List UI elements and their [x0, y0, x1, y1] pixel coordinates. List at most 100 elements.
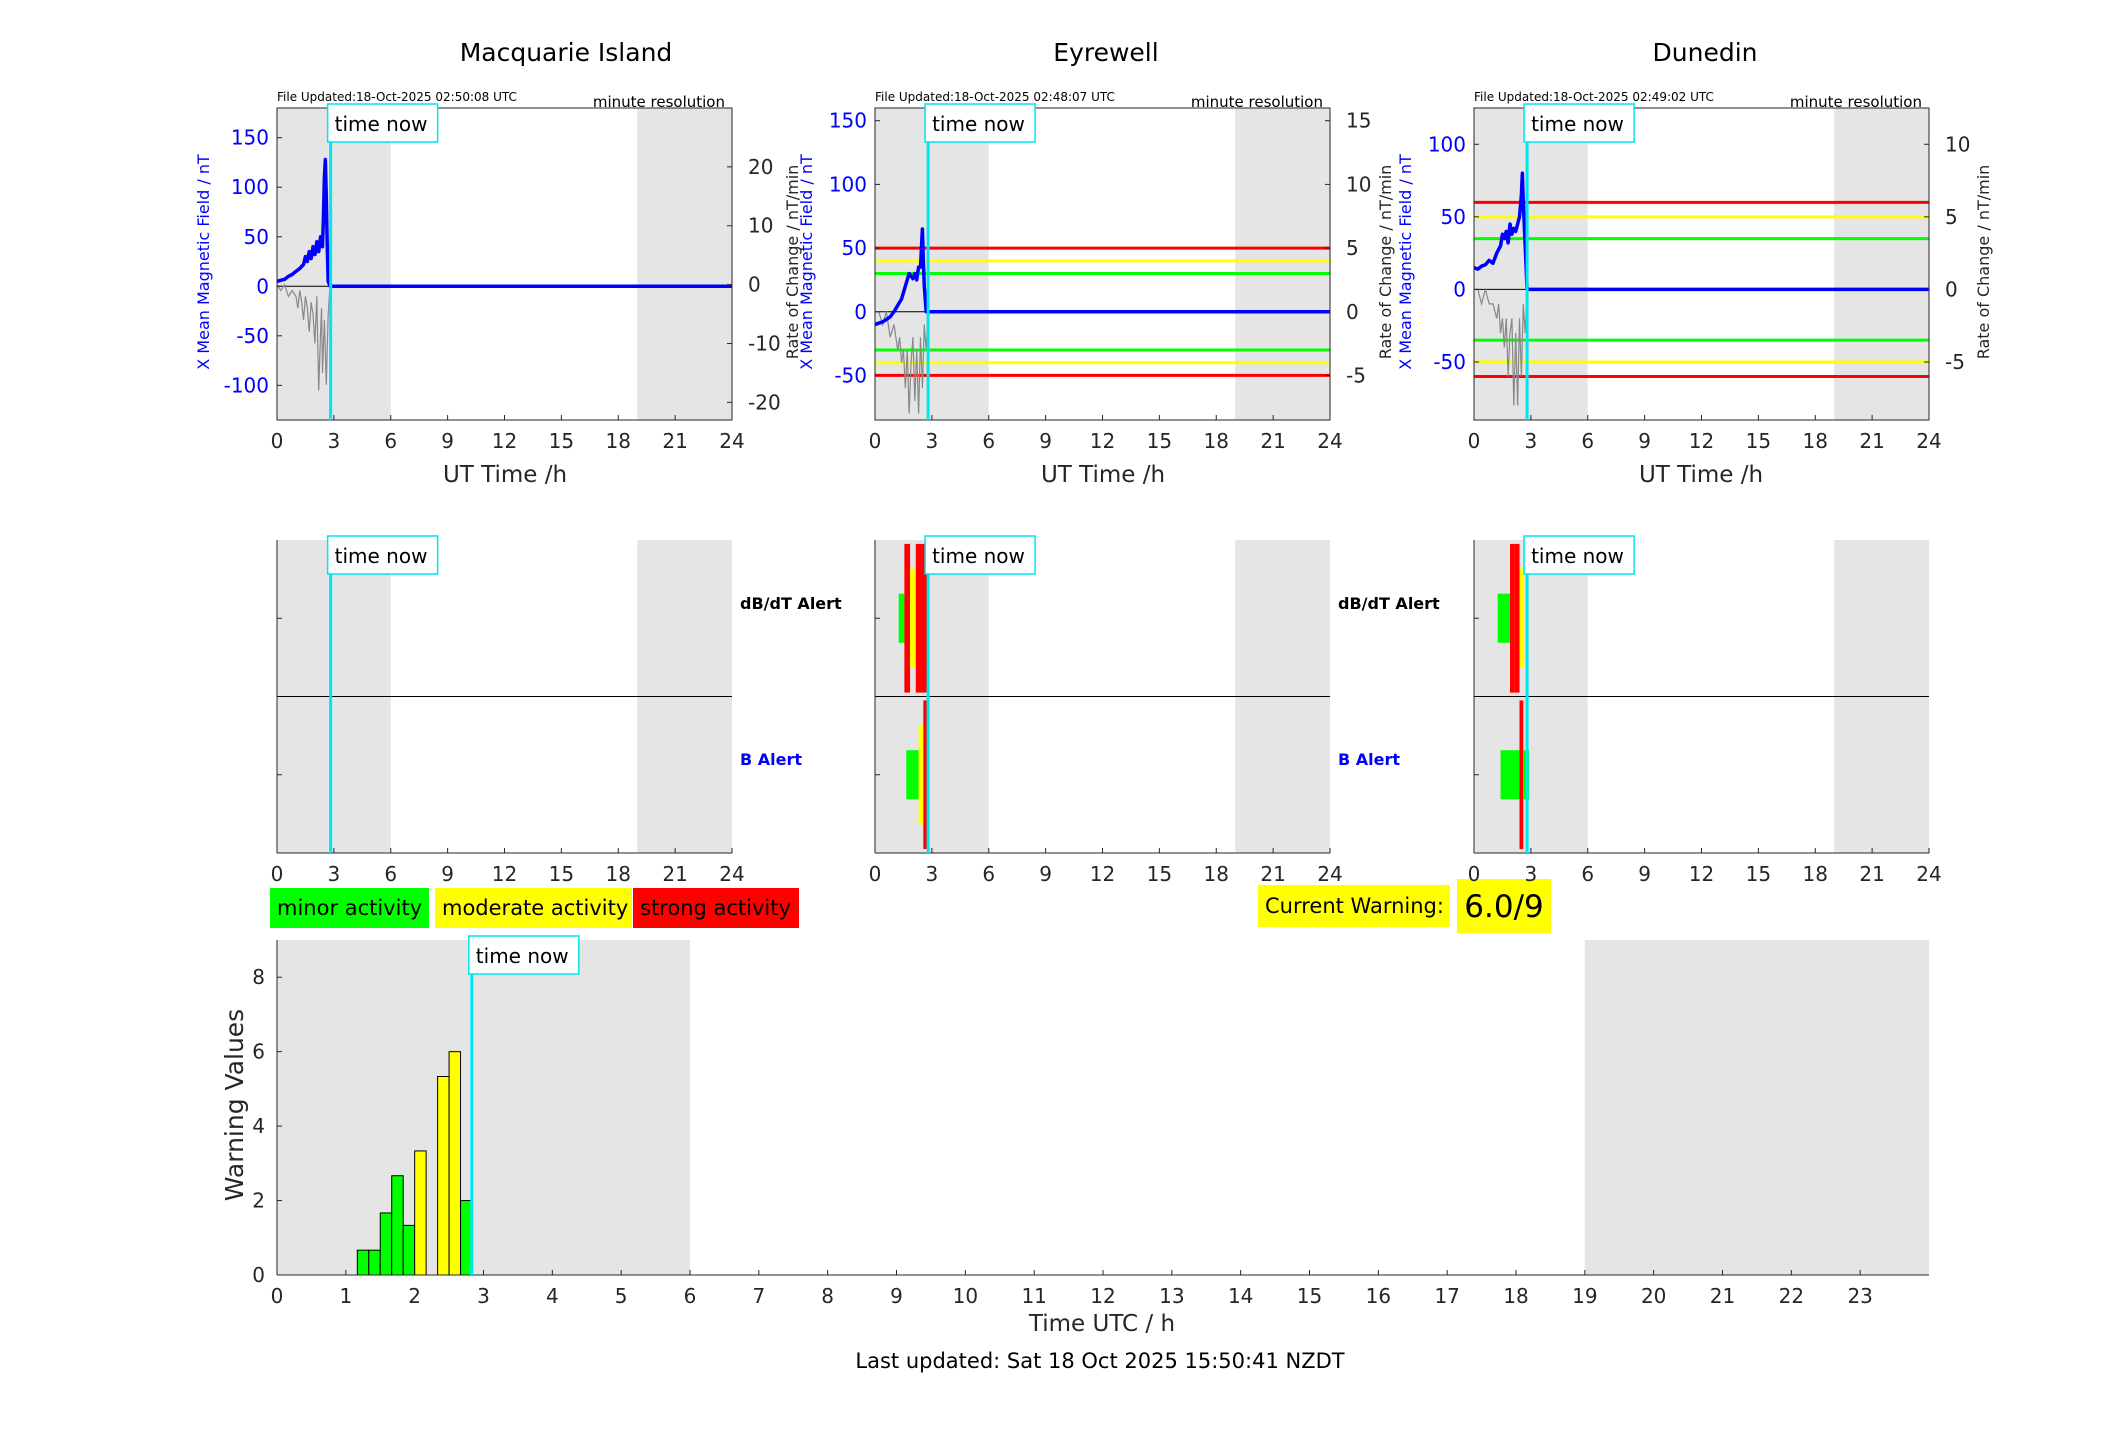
- alert-dunedin-dbdt-alert-bar: [1510, 543, 1515, 693]
- top-eyrewell-ytick-right-label: -5: [1346, 363, 1366, 387]
- top-eyrewell-ytick-label: 150: [829, 109, 867, 133]
- alert-eyrewell-time-now-box: [924, 535, 1036, 575]
- xlabel-eyrewell: UT Time /h: [1041, 462, 1165, 488]
- legend-strong-label: strong activity: [640, 896, 791, 920]
- top-dunedin-ytick-right-label: -5: [1945, 350, 1965, 374]
- warning-chart-bar: [402, 1224, 416, 1276]
- file-updated-macquarie: File Updated:18-Oct-2025 02:50:08 UTC: [277, 90, 517, 104]
- alert-eyrewell-b-alert-bar: [906, 750, 913, 800]
- top-dunedin-time-now-label: time now: [1531, 112, 1624, 136]
- alert-eyrewell-time-now-label: time now: [932, 544, 1025, 568]
- last-updated: Last updated: Sat 18 Oct 2025 15:50:41 N…: [855, 1349, 1344, 1373]
- top-macquarie-ytick-right-label: 0: [748, 273, 761, 297]
- top-dunedin-time-now-box: [1523, 103, 1635, 143]
- top-eyrewell-field-line: [874, 227, 1330, 327]
- alert-eyrewell-xtick-label: 9: [1039, 862, 1052, 886]
- warning-chart-bar: [414, 1150, 427, 1276]
- xlabel-macquarie: UT Time /h: [443, 462, 567, 488]
- alert-eyrewell-xtick-label: 6: [982, 862, 995, 886]
- alert-eyrewell-xtick-label: 0: [869, 862, 882, 886]
- warning-chart-bar: [448, 1051, 462, 1276]
- warning-chart-xtick-label: 17: [1434, 1284, 1459, 1308]
- current-warning: Current Warning: 6.0/9: [1258, 879, 1551, 933]
- file-updated-dunedin: File Updated:18-Oct-2025 02:49:02 UTC: [1474, 90, 1714, 104]
- top-eyrewell-ytick-right-label: 5: [1346, 236, 1359, 260]
- dbdt-alert-label-dunedin: dB/dT Alert: [1338, 594, 1440, 613]
- top-macquarie-xtick-label: 9: [441, 429, 454, 453]
- current-warning-value-box: [1457, 879, 1551, 933]
- top-dunedin-xtick-label: 9: [1638, 429, 1651, 453]
- bottom-xlabel: Time UTC / h: [1028, 1311, 1175, 1337]
- ylabel-left-macquarie: X Mean Magnetic Field / nT: [194, 154, 213, 370]
- alert-dunedin-panel: 0 3 6 9 12 15 18 21 24 time now: [1468, 535, 1942, 886]
- alert-eyrewell-panel: 0 3 6 9 12 15 18 21 24 time now: [869, 535, 1343, 886]
- alert-macquarie-xtick-label: 15: [549, 862, 574, 886]
- top-macquarie-time-now-label: time now: [335, 112, 428, 136]
- warning-chart-ytick-label: 0: [252, 1263, 265, 1287]
- top-eyrewell-xtick-label: 0: [869, 429, 882, 453]
- alert-eyrewell-xtick-label: 21: [1260, 862, 1285, 886]
- alert-eyrewell-dbdt-alert-bar: [910, 568, 916, 669]
- warning-chart-xtick-label: 12: [1090, 1284, 1115, 1308]
- warning-chart-xtick-label: 8: [821, 1284, 834, 1308]
- top-dunedin-night-band-1: [1834, 108, 1929, 420]
- warning-chart-bar: [391, 1175, 404, 1276]
- alert-eyrewell-xtick-label: 15: [1147, 862, 1172, 886]
- dbdt-alert-label-macquarie: dB/dT Alert: [740, 594, 842, 613]
- top-macquarie-xtick-label: 21: [662, 429, 687, 453]
- resolution-eyrewell: minute resolution: [1191, 93, 1323, 111]
- legend-moderate-label: moderate activity: [442, 896, 628, 920]
- warning-chart-xtick-label: 7: [752, 1284, 765, 1308]
- alert-dunedin-xtick-label: 9: [1638, 862, 1651, 886]
- alert-eyrewell-dbdt-alert-bar: [921, 543, 928, 693]
- b-alert-label-macquarie: B Alert: [740, 750, 802, 769]
- alert-eyrewell-dbdt-alert-bar: [904, 543, 911, 693]
- file-updated-eyrewell: File Updated:18-Oct-2025 02:48:07 UTC: [875, 90, 1115, 104]
- top-eyrewell-ytick-label: -50: [834, 363, 867, 387]
- top-macquarie-ytick-label: 0: [256, 274, 269, 298]
- alert-macquarie-time-now-box: [326, 535, 439, 575]
- top-eyrewell-xtick-label: 15: [1147, 429, 1172, 453]
- warning-chart-xtick-label: 21: [1710, 1284, 1735, 1308]
- top-dunedin-xtick-label: 21: [1859, 429, 1884, 453]
- legend-moderate-swatch: [435, 888, 632, 928]
- top-macquarie-rate-of-change-line: [276, 283, 331, 391]
- alert-dunedin-dbdt-alert-bar: [1519, 568, 1525, 669]
- top-macquarie-ytick-label: 50: [244, 225, 269, 249]
- alert-eyrewell-xtick-label: 12: [1090, 862, 1115, 886]
- top-dunedin-xtick-label: 18: [1803, 429, 1828, 453]
- alert-macquarie-xtick-label: 6: [384, 862, 397, 886]
- legend-strong-swatch: [633, 888, 799, 928]
- top-eyrewell-ytick-right-label: 0: [1346, 300, 1359, 324]
- warning-chart-xtick-label: 4: [546, 1284, 559, 1308]
- alert-macquarie-xtick-label: 21: [662, 862, 687, 886]
- warning-chart-xtick-label: 14: [1228, 1284, 1253, 1308]
- top-dunedin-xtick-label: 3: [1525, 429, 1538, 453]
- alert-dunedin-xtick-label: 24: [1916, 862, 1941, 886]
- top-macquarie-ytick-label: -50: [236, 324, 269, 348]
- legend-minor-label: minor activity: [277, 896, 422, 920]
- top-dunedin-ytick-label: 100: [1428, 132, 1466, 156]
- top-eyrewell-xtick-label: 9: [1039, 429, 1052, 453]
- alert-eyrewell-xtick-label: 3: [926, 862, 939, 886]
- station-title-dunedin: Dunedin: [1653, 38, 1758, 67]
- top-macquarie-xtick-label: 6: [384, 429, 397, 453]
- top-dunedin-ytick-label: -50: [1433, 350, 1466, 374]
- ylabel-left-dunedin: X Mean Magnetic Field / nT: [1396, 154, 1415, 370]
- alert-dunedin-xtick-label: 3: [1525, 862, 1538, 886]
- top-macquarie-night-band-1: [637, 108, 732, 420]
- current-warning-value: 6.0/9: [1464, 889, 1543, 925]
- warning-chart-xtick-label: 6: [684, 1284, 697, 1308]
- warning-chart-bar: [379, 1212, 393, 1276]
- top-macquarie-xtick-label: 0: [271, 429, 284, 453]
- alert-dunedin-dbdt-alert-bar: [1514, 543, 1520, 693]
- top-eyrewell-ytick-label: 0: [854, 300, 867, 324]
- top-eyrewell-time-now-label: time now: [932, 112, 1025, 136]
- alert-macquarie-xtick-label: 3: [328, 862, 341, 886]
- alert-dunedin-xtick-label: 15: [1746, 862, 1771, 886]
- top-dunedin-xtick-label: 0: [1468, 429, 1481, 453]
- top-eyrewell-xtick-label: 21: [1260, 429, 1285, 453]
- ylabel-right-eyrewell: Rate of Change / nT/min: [1376, 165, 1395, 360]
